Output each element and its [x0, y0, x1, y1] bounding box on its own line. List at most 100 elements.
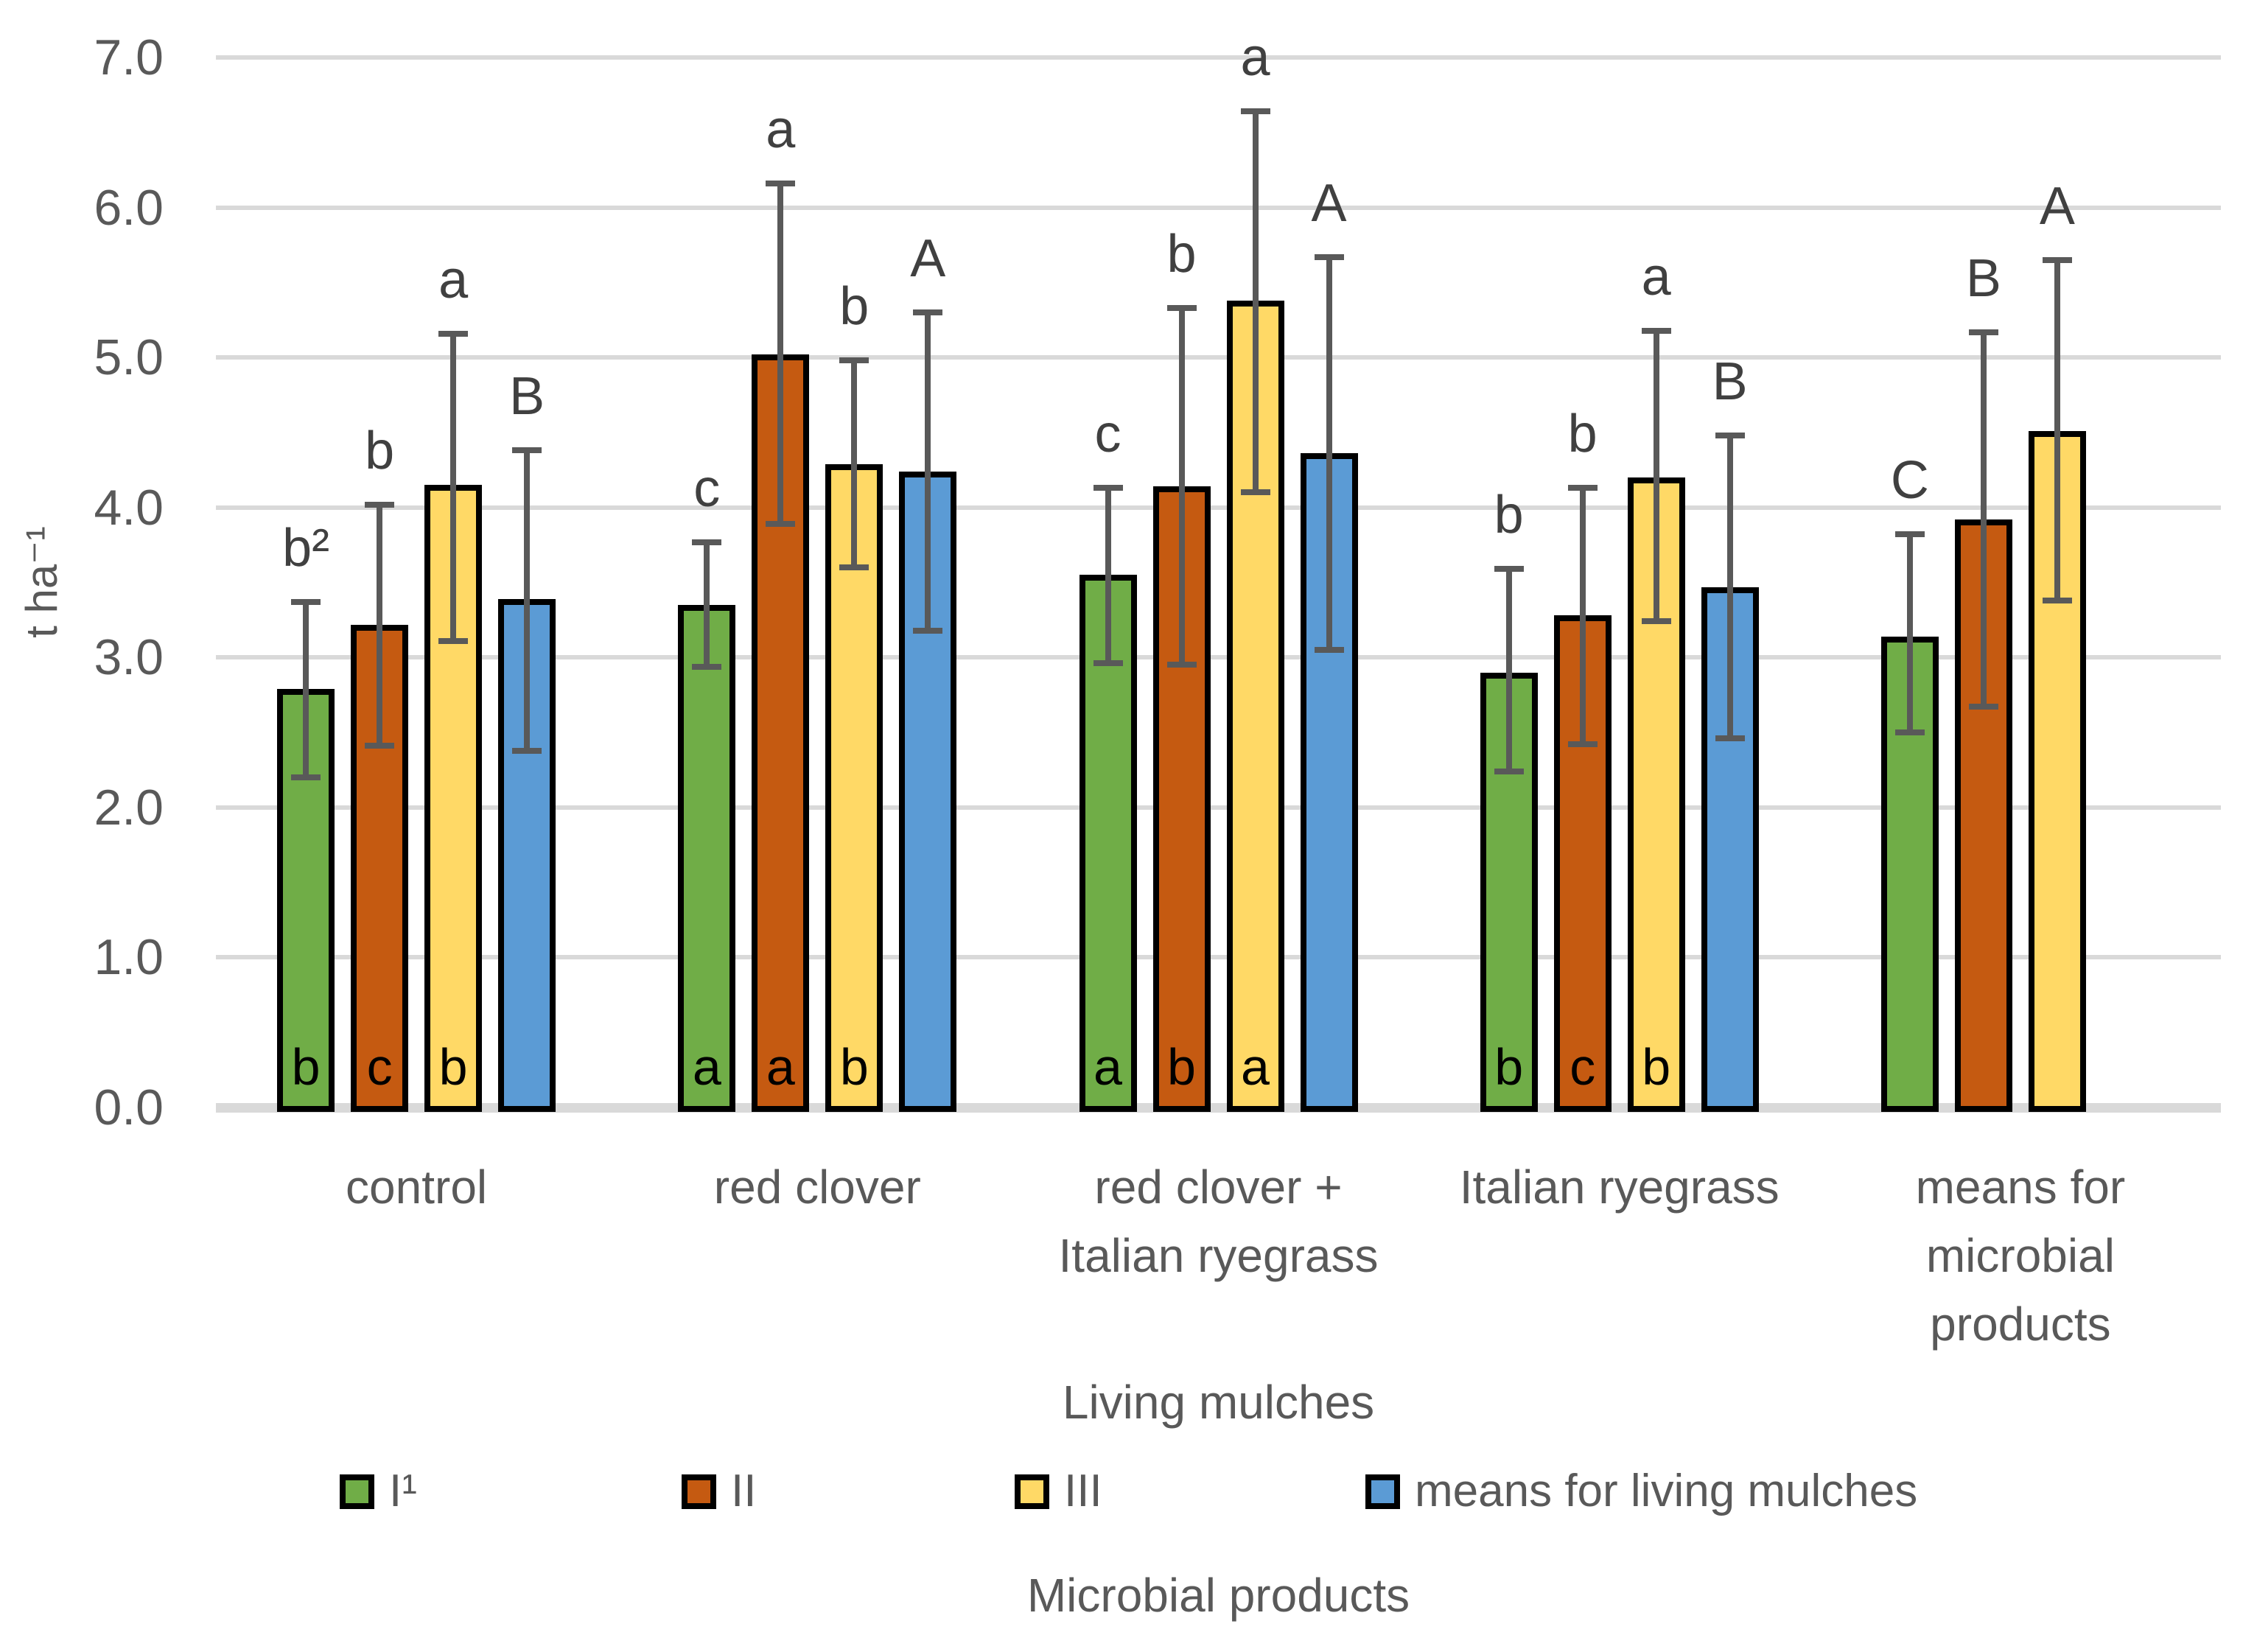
error-bar-cap-top — [438, 330, 469, 337]
gridline — [216, 205, 2221, 210]
y-axis-title: t ha⁻¹ — [17, 526, 66, 638]
legend-label-2: II — [731, 1466, 757, 1516]
bar-II — [351, 624, 409, 1112]
base-letter: a — [1241, 1038, 1270, 1096]
legend-swatch-3 — [1015, 1474, 1049, 1509]
significance-letter: a — [766, 100, 796, 159]
significance-letter: b — [365, 421, 395, 480]
legend-title: Microbial products — [1026, 1569, 1410, 1622]
error-bar — [851, 360, 858, 568]
error-bar-cap-bottom — [1166, 662, 1197, 668]
gridline — [216, 955, 2221, 960]
significance-letter: c — [1094, 405, 1122, 464]
significance-letter: B — [1965, 248, 2001, 308]
error-bar — [524, 450, 531, 751]
error-bar — [450, 333, 457, 641]
error-bar-cap-bottom — [913, 627, 943, 634]
base-letter: b — [438, 1038, 468, 1096]
error-bar-cap-top — [1641, 327, 1671, 334]
gridline — [216, 355, 2221, 360]
error-bar-cap-top — [913, 309, 943, 316]
error-bar-cap-bottom — [438, 637, 469, 644]
y-tick-label: 6.0 — [94, 179, 164, 236]
base-letter: b — [291, 1038, 321, 1096]
gridline — [216, 505, 2221, 510]
y-tick-label: 2.0 — [94, 779, 164, 836]
error-bar — [1326, 256, 1332, 651]
y-tick-label: 1.0 — [94, 929, 164, 986]
significance-letter: A — [2039, 176, 2075, 236]
error-bar-cap-bottom — [291, 774, 321, 781]
error-bar-cap-top — [2042, 256, 2072, 263]
error-bar — [1980, 332, 1987, 707]
gridline — [216, 655, 2221, 660]
significance-letter: a — [1641, 247, 1671, 307]
error-bar-cap-bottom — [1494, 769, 1524, 774]
error-bar — [1726, 435, 1733, 739]
y-tick-label: 5.0 — [94, 329, 164, 386]
error-bar — [377, 504, 383, 746]
base-letter: c — [1570, 1038, 1596, 1096]
legend-label-1: I¹ — [389, 1466, 417, 1516]
error-bar-cap-top — [512, 447, 542, 454]
legend-swatch-1 — [340, 1474, 374, 1509]
error-bar-cap-top — [1093, 485, 1123, 491]
base-letter: b — [1642, 1038, 1671, 1096]
x-category-label: control — [346, 1161, 488, 1214]
significance-letter: b — [1166, 224, 1197, 284]
legend-label-3: III — [1064, 1466, 1102, 1516]
error-bar — [925, 312, 931, 631]
y-tick-label: 3.0 — [94, 629, 164, 686]
error-bar-cap-top — [1494, 566, 1524, 573]
error-bar-cap-top — [1715, 433, 1745, 438]
significance-letter: c — [693, 458, 721, 518]
error-bar-cap-top — [766, 181, 796, 186]
error-bar-cap-top — [1166, 304, 1197, 311]
error-bar — [1505, 569, 1512, 771]
error-bar-cap-bottom — [365, 743, 395, 749]
bar-I¹ — [678, 605, 736, 1112]
error-bar — [1653, 330, 1659, 622]
error-bar-cap-top — [291, 598, 321, 605]
x-category-label: means for microbial products — [1915, 1161, 2126, 1351]
y-tick-label: 7.0 — [94, 29, 164, 85]
x-category-label: red clover + Italian ryegrass — [1058, 1161, 1379, 1282]
significance-letter: B — [509, 367, 545, 427]
y-tick-label: 4.0 — [94, 479, 164, 536]
error-bar-cap-bottom — [1314, 647, 1344, 654]
legend-label-4: means for living mulches — [1415, 1466, 1918, 1516]
significance-letter: A — [1311, 173, 1347, 233]
error-bar — [1252, 111, 1259, 493]
error-bar — [1906, 534, 1913, 733]
error-bar-cap-top — [1894, 531, 1925, 538]
significance-letter: C — [1890, 451, 1929, 511]
error-bar-cap-top — [1567, 485, 1598, 491]
significance-letter: b² — [282, 518, 330, 578]
error-bar-cap-bottom — [1715, 735, 1745, 742]
error-bar — [303, 601, 309, 778]
error-bar-cap-top — [1968, 329, 1998, 335]
error-bar-cap-bottom — [1968, 704, 1998, 710]
bar-III — [1226, 300, 1284, 1112]
base-letter: b — [839, 1038, 869, 1096]
significance-letter: B — [1712, 352, 1748, 411]
base-letter: c — [366, 1038, 393, 1096]
base-letter: a — [766, 1038, 795, 1096]
error-bar — [1178, 307, 1185, 665]
significance-letter: a — [1240, 28, 1270, 88]
error-bar-cap-top — [1240, 108, 1270, 115]
error-bar — [2054, 259, 2060, 601]
error-bar-cap-bottom — [1093, 660, 1123, 667]
error-bar-cap-bottom — [512, 747, 542, 754]
error-bar-cap-top — [365, 501, 395, 508]
legend-swatch-4 — [1365, 1474, 1400, 1509]
base-letter: a — [1093, 1038, 1122, 1096]
significance-letter: a — [438, 250, 469, 309]
base-letter: a — [692, 1038, 721, 1096]
error-bar-cap-bottom — [839, 564, 869, 571]
error-bar-cap-bottom — [2042, 597, 2072, 603]
error-bar-cap-top — [1314, 253, 1344, 260]
error-bar — [704, 542, 710, 667]
